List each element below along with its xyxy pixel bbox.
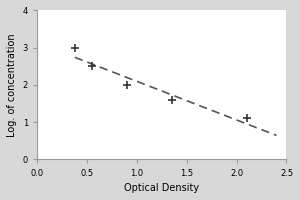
X-axis label: Optical Density: Optical Density [124, 183, 199, 193]
Y-axis label: Log. of concentration: Log. of concentration [7, 33, 17, 137]
